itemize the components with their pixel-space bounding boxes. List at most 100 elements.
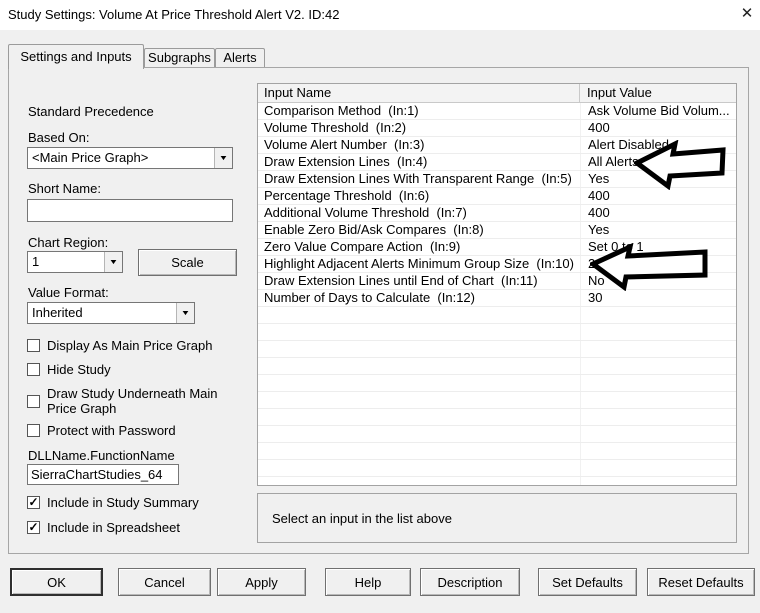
table-row[interactable]: Additional Volume Threshold (In:7) 400 <box>258 205 736 222</box>
empty-table-row <box>258 341 736 358</box>
based-on-label: Based On: <box>28 130 90 145</box>
input-value-cell[interactable]: 400 <box>580 188 736 204</box>
empty-table-row <box>258 358 736 375</box>
empty-table-row <box>258 409 736 426</box>
table-row[interactable]: Number of Days to Calculate (In:12) 30 <box>258 290 736 307</box>
annotation-arrow-group-size <box>590 243 708 291</box>
table-header: Input Name Input Value <box>258 84 736 103</box>
dll-function-name-label: DLLName.FunctionName <box>28 448 175 463</box>
input-name-cell[interactable]: Number of Days to Calculate (In:12) <box>264 290 475 305</box>
input-name-cell[interactable]: Percentage Threshold (In:6) <box>264 188 430 203</box>
input-name-cell[interactable]: Enable Zero Bid/Ask Compares (In:8) <box>264 222 484 237</box>
input-value-cell[interactable]: Yes <box>580 222 736 238</box>
column-header-input-name[interactable]: Input Name <box>258 84 580 102</box>
inputs-table: Input Name Input Value Comparison Method… <box>257 83 737 486</box>
checkbox-hide-study[interactable]: Hide Study <box>27 362 111 377</box>
tab-settings-and-inputs[interactable]: Settings and Inputs <box>8 44 144 69</box>
left-block-arrow-icon <box>634 140 726 190</box>
input-value-cell[interactable]: Alert Disabled <box>580 137 736 153</box>
based-on-select[interactable]: <Main Price Graph> ▼ <box>27 147 233 169</box>
short-name-input[interactable] <box>27 199 233 222</box>
close-icon[interactable]: ✕ <box>740 5 754 22</box>
table-row[interactable]: Volume Alert Number (In:3) Alert Disable… <box>258 137 736 154</box>
empty-table-row <box>258 443 736 460</box>
set-defaults-button[interactable]: Set Defaults <box>538 568 637 596</box>
table-row[interactable]: Comparison Method (In:1) Ask Volume Bid … <box>258 103 736 120</box>
value-format-label: Value Format: <box>28 285 109 300</box>
checkbox-box[interactable]: ✓ <box>27 520 40 534</box>
input-name-cell[interactable]: Volume Alert Number (In:3) <box>264 137 425 152</box>
input-name-cell[interactable]: Zero Value Compare Action (In:9) <box>264 239 461 254</box>
checkbox-include-in-study-summary[interactable]: ✓ Include in Study Summary <box>27 495 199 510</box>
table-row[interactable]: Percentage Threshold (In:6) 400 <box>258 188 736 205</box>
checkbox-label: Include in Study Summary <box>47 495 199 510</box>
table-row[interactable]: Volume Threshold (In:2) 400 <box>258 120 736 137</box>
based-on-value: <Main Price Graph> <box>32 150 149 165</box>
window-title: Study Settings: Volume At Price Threshol… <box>8 7 340 22</box>
input-value-cell[interactable]: 400 <box>580 205 736 221</box>
apply-button[interactable]: Apply <box>217 568 306 596</box>
description-button[interactable]: Description <box>420 568 520 596</box>
help-button[interactable]: Help <box>325 568 411 596</box>
column-header-input-value[interactable]: Input Value <box>587 85 652 100</box>
empty-table-row <box>258 392 736 409</box>
checkbox-display-as-main-price-graph[interactable]: Display As Main Price Graph <box>27 338 212 353</box>
scale-button[interactable]: Scale <box>138 249 237 276</box>
tab-subgraphs[interactable]: Subgraphs <box>144 48 215 67</box>
tab-alerts[interactable]: Alerts <box>215 48 265 67</box>
checkbox-label: Include in Spreadsheet <box>47 520 180 535</box>
checkbox-draw-study-underneath[interactable]: Draw Study Underneath Main Price Graph <box>27 386 219 416</box>
checkbox-label: Protect with Password <box>47 423 176 438</box>
checkbox-include-in-spreadsheet[interactable]: ✓ Include in Spreadsheet <box>27 520 180 535</box>
empty-table-row <box>258 477 736 485</box>
dll-function-name-input[interactable] <box>27 464 179 485</box>
table-row[interactable]: Draw Extension Lines (In:4) All Alerts <box>258 154 736 171</box>
input-name-cell[interactable]: Comparison Method (In:1) <box>264 103 419 118</box>
chart-region-value: 1 <box>32 254 40 269</box>
input-name-cell[interactable]: Highlight Adjacent Alerts Minimum Group … <box>264 256 574 271</box>
checkbox-box[interactable] <box>27 394 40 408</box>
chevron-down-icon[interactable]: ▼ <box>176 303 194 323</box>
chart-region-select[interactable]: 1 ▼ <box>27 251 123 273</box>
cancel-button[interactable]: Cancel <box>118 568 211 596</box>
hint-text: Select an input in the list above <box>272 510 452 526</box>
input-name-cell[interactable]: Draw Extension Lines until End of Chart … <box>264 273 538 288</box>
chevron-down-icon[interactable]: ▼ <box>104 252 122 272</box>
value-format-select[interactable]: Inherited ▼ <box>27 302 195 324</box>
ok-button[interactable]: OK <box>10 568 103 596</box>
input-name-cell[interactable]: Draw Extension Lines With Transparent Ra… <box>264 171 572 186</box>
short-name-label: Short Name: <box>28 181 101 196</box>
input-value-cell[interactable]: Yes <box>580 171 736 187</box>
value-format-value: Inherited <box>32 305 83 320</box>
input-value-cell[interactable]: 30 <box>580 290 736 306</box>
table-row[interactable]: Draw Extension Lines until End of Chart … <box>258 273 736 290</box>
checkbox-box[interactable] <box>27 339 40 352</box>
input-name-cell[interactable]: Additional Volume Threshold (In:7) <box>264 205 467 220</box>
checkbox-protect-with-password[interactable]: Protect with Password <box>27 423 176 438</box>
empty-table-row <box>258 324 736 341</box>
input-name-cell[interactable]: Volume Threshold (In:2) <box>264 120 407 135</box>
empty-table-row <box>258 426 736 443</box>
input-name-cell[interactable]: Draw Extension Lines (In:4) <box>264 154 428 169</box>
chart-region-label: Chart Region: <box>28 235 109 250</box>
annotation-arrow-all-alerts <box>634 140 726 190</box>
checkbox-box[interactable] <box>27 424 40 437</box>
empty-table-row <box>258 460 736 477</box>
input-value-cell[interactable]: Ask Volume Bid Volum... <box>580 103 736 119</box>
table-row[interactable]: Enable Zero Bid/Ask Compares (In:8) Yes <box>258 222 736 239</box>
chevron-down-icon[interactable]: ▼ <box>214 148 232 168</box>
empty-table-row <box>258 307 736 324</box>
checkbox-box[interactable] <box>27 363 40 376</box>
reset-defaults-button[interactable]: Reset Defaults <box>647 568 755 596</box>
input-value-cell[interactable]: All Alerts <box>580 154 736 170</box>
table-row[interactable]: Highlight Adjacent Alerts Minimum Group … <box>258 256 736 273</box>
input-value-cell[interactable]: No <box>580 273 736 289</box>
left-block-arrow-icon <box>590 243 708 291</box>
checkbox-label: Display As Main Price Graph <box>47 338 213 353</box>
standard-precedence-label: Standard Precedence <box>28 104 154 119</box>
input-value-cell[interactable]: 400 <box>580 120 736 136</box>
checkbox-box[interactable]: ✓ <box>27 495 40 509</box>
title-bar: Study Settings: Volume At Price Threshol… <box>0 0 760 30</box>
table-row[interactable]: Draw Extension Lines With Transparent Ra… <box>258 171 736 188</box>
checkbox-label: Draw Study Underneath Main Price Graph <box>47 386 218 416</box>
